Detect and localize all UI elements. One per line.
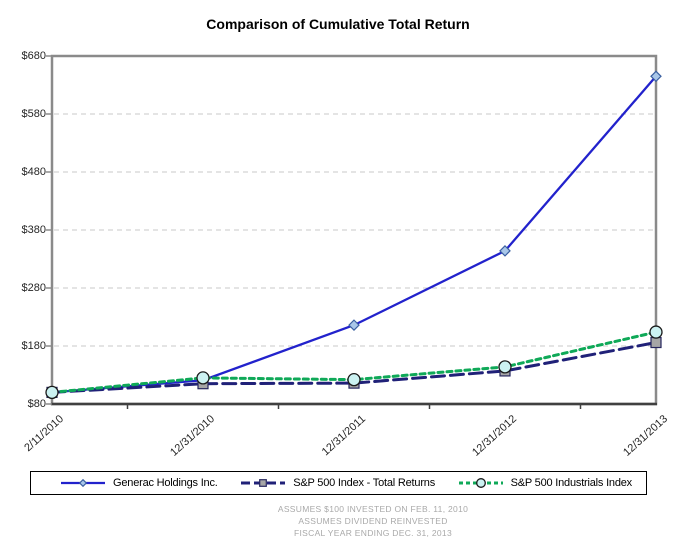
circle-marker xyxy=(45,385,59,400)
legend-label: S&P 500 Index - Total Returns xyxy=(293,477,436,489)
legend-item-1: Generac Holdings Inc. xyxy=(59,476,218,490)
footnote-line-1: ASSUMES $100 INVESTED ON FEB. 11, 2010 xyxy=(277,504,469,514)
legend-label: S&P 500 Industrials Index xyxy=(510,477,633,489)
diamond-marker xyxy=(348,319,360,331)
footnote-line-3: FISCAL YEAR ENDING DEC. 31, 2013 xyxy=(294,528,452,538)
square-marker xyxy=(259,479,268,487)
diamond-marker xyxy=(78,478,88,488)
legend-swatch xyxy=(241,479,286,487)
square-marker xyxy=(650,336,662,349)
chart-title: Comparison of Cumulative Total Return xyxy=(206,16,470,32)
y-tick-label: $80 xyxy=(27,398,46,410)
circle-marker xyxy=(649,325,663,339)
circle-marker xyxy=(475,478,486,488)
legend-item-3: S&P 500 Industrials Index xyxy=(457,476,632,490)
y-tick-label: $680 xyxy=(21,50,46,62)
circle-marker xyxy=(498,360,512,374)
y-tick-label: $480 xyxy=(21,166,46,178)
series-circle xyxy=(45,325,663,400)
legend-item-2: S&P 500 Index - Total Returns xyxy=(239,476,435,490)
legend-swatch xyxy=(61,478,105,488)
circle-marker xyxy=(196,371,210,385)
y-tick-label: $180 xyxy=(21,340,46,352)
diamond-marker xyxy=(499,245,511,257)
footnote-block: ASSUMES $100 INVESTED ON FEB. 11, 2010 A… xyxy=(70,503,676,539)
footnote-line-2: ASSUMES DIVIDEND REINVESTED xyxy=(298,516,448,526)
series-line xyxy=(50,341,658,394)
diamond-marker xyxy=(650,70,662,83)
legend-swatch xyxy=(458,478,503,488)
legend: Generac Holdings Inc. S&P 500 Index - Tot… xyxy=(30,471,647,495)
circle-marker xyxy=(347,372,361,387)
legend-label: Generac Holdings Inc. xyxy=(113,477,218,489)
y-tick-label: $580 xyxy=(21,108,46,120)
y-tick-label: $280 xyxy=(21,282,46,294)
y-tick-label: $380 xyxy=(21,224,46,236)
